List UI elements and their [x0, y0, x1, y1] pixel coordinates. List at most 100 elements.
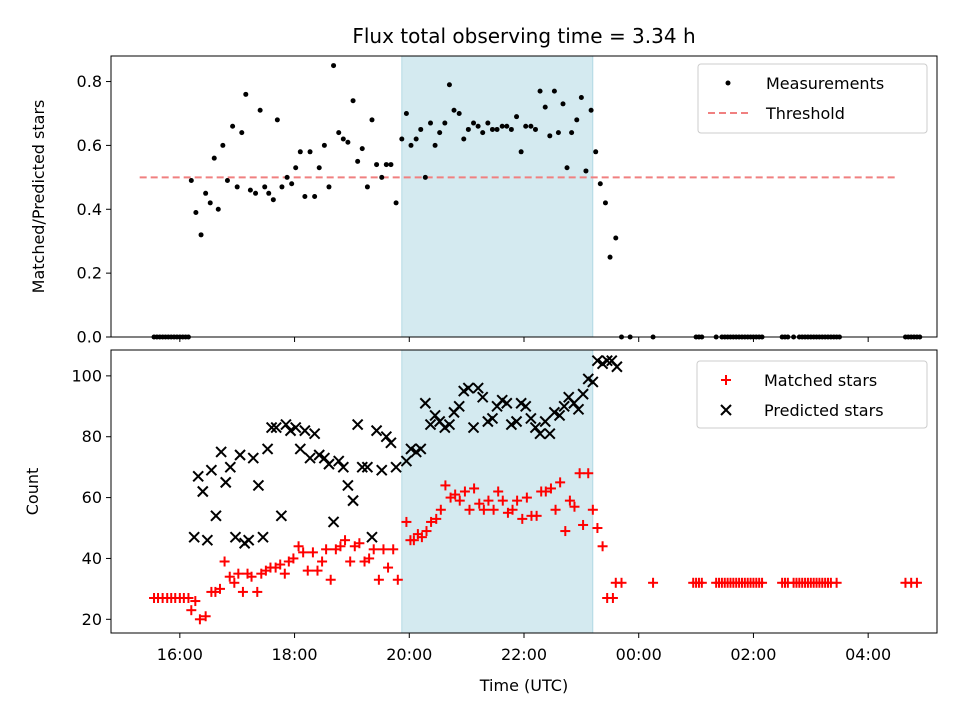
predicted-star-point — [224, 461, 237, 473]
predicted-star-point — [284, 424, 297, 437]
predicted-star-point — [385, 437, 397, 449]
matched-star-point — [564, 495, 575, 506]
predicted-star-point — [361, 461, 374, 473]
measurement-point — [289, 181, 295, 187]
predicted-star-point — [299, 424, 311, 437]
measurement-point — [471, 120, 477, 126]
matched-star-point — [597, 541, 608, 552]
matched-star-point — [431, 513, 442, 524]
matched-star-point — [497, 495, 508, 506]
x-tick-label: 04:00 — [845, 645, 891, 664]
measurement-point — [224, 178, 230, 184]
measurement-point — [266, 190, 272, 196]
predicted-star-point — [525, 412, 537, 425]
measurement-point — [247, 187, 253, 193]
predicted-star-point — [257, 531, 269, 543]
matched-star-point — [757, 577, 768, 588]
measurement-point — [312, 194, 318, 199]
predicted-star-point — [347, 494, 359, 507]
predicted-star-point — [424, 418, 437, 431]
predicted-star-point — [510, 415, 523, 428]
bottom-legend: Matched stars Predicted stars — [696, 360, 928, 429]
predicted-star-point — [201, 534, 214, 546]
measurement-point — [593, 149, 599, 155]
measurement-point — [374, 162, 380, 168]
measurement-point — [494, 126, 500, 132]
predicted-star-point — [275, 510, 288, 522]
predicted-star-point — [220, 476, 232, 489]
predicted-star-point — [443, 418, 456, 431]
measurement-point — [560, 101, 566, 107]
matched-star-point — [464, 504, 475, 515]
matched-star-point — [587, 504, 598, 515]
matched-star-point — [696, 577, 707, 588]
matched-star-point — [275, 559, 286, 570]
predicted-star-point — [351, 418, 364, 431]
matched-star-point — [583, 468, 594, 479]
matched-star-point — [540, 486, 551, 497]
predicted-star-point — [270, 421, 282, 434]
matched-star-point — [569, 501, 580, 512]
matched-star-point — [354, 538, 365, 549]
matched-star-point — [550, 504, 561, 515]
measurement-point — [350, 98, 356, 104]
measurement-point — [532, 126, 538, 132]
predicted-star-point — [234, 449, 246, 461]
legend-marker-matched — [721, 375, 731, 385]
matched-star-point — [321, 544, 332, 555]
measurement-point — [388, 162, 394, 168]
matched-star-point — [186, 605, 197, 616]
matched-star-point — [911, 577, 922, 588]
matched-star-point — [302, 565, 313, 576]
measurement-point — [369, 117, 375, 123]
predicted-star-point — [261, 443, 274, 455]
measurement-point — [274, 117, 280, 123]
predicted-star-point — [390, 461, 402, 473]
measurement-point — [456, 110, 462, 116]
measurement-point — [393, 200, 399, 206]
measurement-point — [578, 95, 584, 101]
measurement-point — [518, 149, 524, 155]
measurement-point — [418, 126, 424, 132]
matched-star-point — [219, 556, 230, 567]
measurement-point — [207, 200, 213, 206]
predicted-star-point — [215, 446, 227, 458]
measurement-point — [523, 123, 529, 129]
measurement-point — [442, 120, 448, 126]
predicted-star-point — [210, 510, 222, 522]
legend-x-marker — [720, 404, 732, 416]
measurement-point — [243, 91, 249, 97]
matched-star-point — [488, 504, 499, 515]
predicted-star-point — [289, 421, 302, 434]
measurement-point — [188, 178, 194, 184]
measurement-point — [211, 155, 217, 161]
measurement-point — [364, 184, 370, 190]
measurement-point — [198, 232, 204, 238]
measurement-point — [379, 174, 385, 180]
measurement-point — [551, 88, 557, 94]
measurement-point — [297, 149, 303, 155]
matched-star-point — [831, 577, 842, 588]
matched-star-point — [545, 483, 556, 494]
matched-star-point — [483, 495, 494, 506]
predicted-star-point — [376, 464, 388, 476]
measurement-point — [504, 123, 510, 129]
predicted-star-point — [370, 424, 383, 437]
bottom-y-tick-label: 60 — [82, 488, 102, 507]
measurement-point — [569, 130, 575, 136]
measurement-point — [279, 184, 285, 190]
matched-star-point — [555, 477, 566, 488]
predicted-star-point — [529, 421, 542, 434]
legend-label-measurements: Measurements — [766, 74, 884, 93]
predicted-star-point — [294, 443, 306, 455]
matched-star-point — [307, 547, 318, 558]
measurement-point — [262, 184, 268, 190]
matched-star-point — [574, 468, 585, 479]
matched-star-point — [512, 495, 523, 506]
measurement-point — [451, 107, 457, 113]
measurement-point — [583, 168, 589, 174]
top-y-tick-label: 0.8 — [77, 72, 102, 91]
measurement-point — [499, 123, 505, 129]
measurement-point — [307, 149, 313, 155]
measurement-point — [475, 123, 481, 129]
